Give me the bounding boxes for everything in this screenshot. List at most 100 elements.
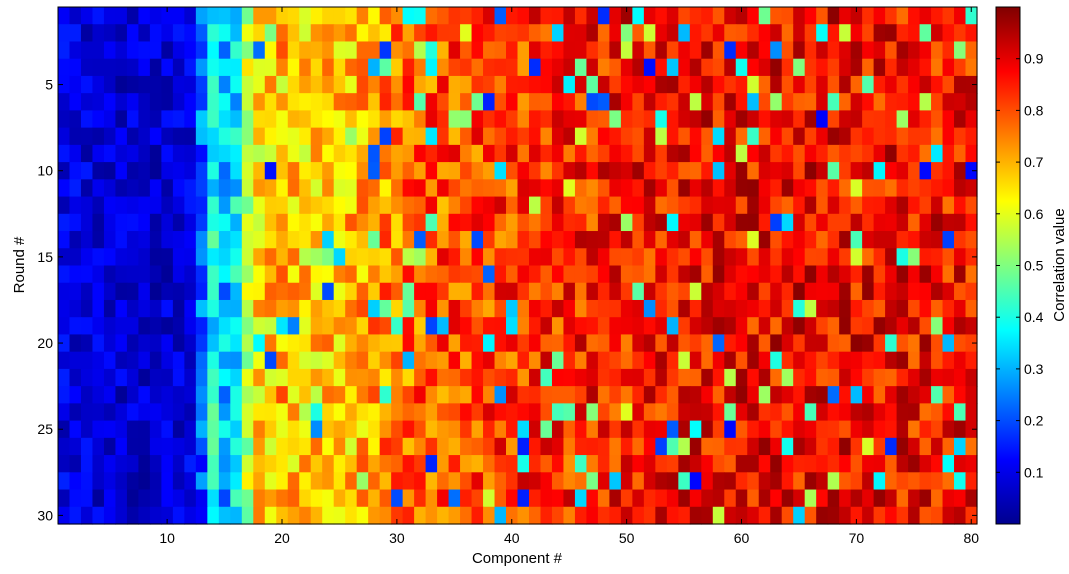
heatmap-cell [425, 24, 438, 43]
x-tick-label: 80 [963, 530, 979, 546]
heatmap-cell [586, 127, 599, 146]
heatmap-cell [58, 231, 71, 249]
heatmap-cell [597, 334, 610, 353]
heatmap-cell [643, 75, 656, 94]
heatmap-cell [207, 179, 220, 198]
heatmap-cell [609, 265, 622, 284]
heatmap-cell [827, 351, 840, 370]
heatmap-cell [172, 127, 185, 146]
heatmap-cell [827, 213, 840, 232]
heatmap-cell [506, 506, 519, 525]
heatmap-cell [712, 420, 725, 439]
heatmap-cell [735, 7, 748, 25]
heatmap-cell [425, 403, 438, 422]
heatmap-cell [333, 24, 346, 43]
heatmap-cell [184, 386, 197, 404]
heatmap-cell [287, 265, 300, 284]
heatmap-cell [896, 317, 909, 336]
heatmap-cell [402, 386, 415, 404]
heatmap-cell [69, 24, 82, 43]
heatmap-cell [345, 58, 358, 77]
heatmap-cell [483, 110, 496, 129]
heatmap-cell [655, 231, 668, 249]
heatmap-cell [862, 231, 875, 249]
heatmap-cell [138, 110, 151, 129]
heatmap-cell [103, 248, 117, 267]
heatmap-cell [770, 196, 783, 215]
heatmap-cell [609, 58, 622, 77]
heatmap-cell [92, 41, 105, 60]
heatmap-cell [471, 455, 484, 473]
heatmap-cell [58, 317, 71, 336]
heatmap-cell [161, 213, 174, 232]
heatmap-cell [827, 472, 840, 491]
heatmap-cell [517, 58, 530, 77]
heatmap-cell [873, 75, 886, 94]
heatmap-cell [264, 110, 277, 129]
heatmap-cell [471, 437, 484, 456]
heatmap-cell [138, 162, 151, 180]
heatmap-cell [345, 75, 358, 94]
heatmap-cell [655, 196, 668, 215]
heatmap-cell [574, 506, 588, 525]
heatmap-cell [689, 351, 702, 370]
heatmap-cell [954, 196, 967, 215]
heatmap-cell [689, 7, 702, 25]
heatmap-cell [643, 110, 656, 129]
heatmap-cell [954, 403, 967, 422]
heatmap-cell [103, 265, 117, 284]
heatmap-cell [184, 179, 197, 198]
heatmap-cell [494, 41, 507, 60]
heatmap-cell [804, 334, 817, 353]
heatmap-cell [356, 489, 369, 508]
heatmap-cell [908, 179, 921, 198]
heatmap-cell [218, 282, 231, 301]
heatmap-cell [678, 144, 691, 163]
heatmap-cell [620, 144, 633, 163]
heatmap-cell [471, 213, 484, 232]
heatmap-cell [299, 299, 312, 318]
heatmap-cell [494, 127, 507, 146]
heatmap-cell [172, 41, 185, 60]
heatmap-cell [712, 231, 725, 249]
heatmap-cell [218, 368, 231, 387]
heatmap-cell [379, 506, 392, 525]
heatmap-cell [586, 248, 599, 267]
heatmap-cell [494, 472, 507, 491]
heatmap-cell [333, 506, 346, 525]
heatmap-cell [322, 93, 335, 111]
heatmap-cell [287, 248, 300, 267]
heatmap-cell [712, 144, 725, 163]
heatmap-cell [207, 351, 220, 370]
y-tick-label: 25 [37, 421, 53, 437]
heatmap-cell [402, 144, 415, 163]
heatmap-cell [172, 420, 185, 439]
heatmap-cell [322, 231, 335, 249]
heatmap-cell [115, 265, 128, 284]
heatmap-cell [92, 472, 105, 491]
heatmap-cell [735, 196, 748, 215]
heatmap-cell [827, 506, 840, 525]
heatmap-cell [965, 334, 978, 353]
heatmap-cell [58, 196, 71, 215]
heatmap-cell [276, 58, 289, 77]
heatmap-cell [241, 110, 254, 129]
heatmap-cell [494, 386, 507, 404]
heatmap-cell [161, 144, 174, 163]
heatmap-cell [69, 351, 82, 370]
heatmap-cell [448, 265, 461, 284]
x-axis: 10 20 30 40 50 60 70 80 [159, 7, 979, 546]
heatmap-cell [218, 7, 231, 25]
heatmap-cell [460, 41, 473, 60]
heatmap-cell [276, 317, 289, 336]
heatmap-cell [528, 368, 542, 387]
heatmap-cell [816, 282, 829, 301]
heatmap-cell [494, 420, 507, 439]
heatmap-cell [195, 472, 208, 491]
heatmap-cell [276, 299, 289, 318]
heatmap-cell [58, 437, 71, 456]
heatmap-cell [540, 299, 553, 318]
heatmap-cell [115, 7, 128, 25]
heatmap-cell [632, 403, 645, 422]
heatmap-cell [770, 93, 783, 111]
